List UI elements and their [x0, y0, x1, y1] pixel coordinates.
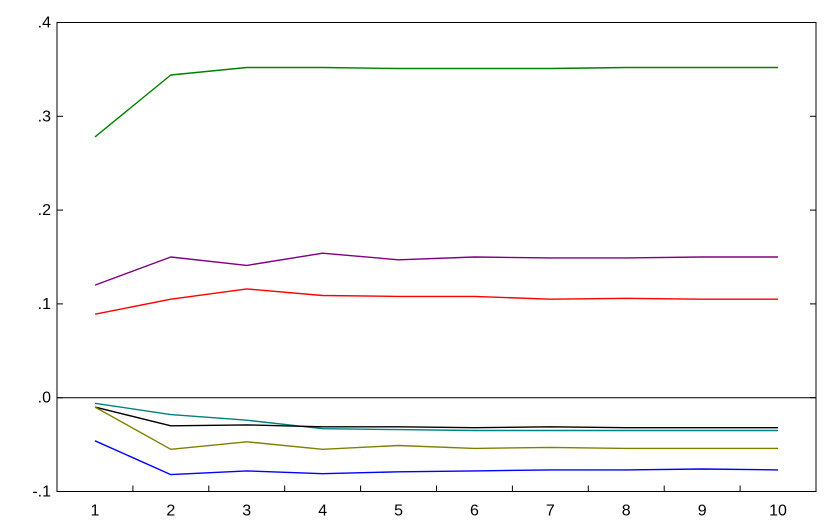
y-tick-label: .1	[38, 296, 51, 313]
series-line-1	[94, 66, 778, 138]
x-tick-label: 9	[698, 503, 707, 520]
y-tick-label: .2	[38, 202, 51, 219]
x-tick-label: 2	[166, 503, 175, 520]
y-axis-ticks: -.1 .0 .1 .2 .3 .4	[32, 15, 816, 501]
series-line-7	[94, 440, 779, 476]
y-tick-label: -.1	[32, 484, 51, 501]
x-tick-label: 1	[90, 503, 99, 520]
x-tick-label: 7	[546, 503, 555, 520]
series-line-4	[94, 402, 778, 432]
x-tick-label: 5	[394, 503, 403, 520]
series-lines	[94, 66, 779, 476]
series-line-5	[94, 406, 778, 429]
x-tick-label: 3	[242, 503, 251, 520]
y-tick-label: .3	[38, 108, 51, 125]
x-tick-label: 8	[622, 503, 631, 520]
x-tick-label: 4	[318, 503, 327, 520]
y-tick-label: .4	[38, 15, 51, 32]
series-line-6	[94, 406, 778, 450]
x-tick-label: 6	[470, 503, 479, 520]
series-line-2	[94, 252, 778, 286]
plot-frame	[56, 22, 817, 492]
x-tick-label: 10	[769, 503, 787, 520]
y-tick-label: .0	[38, 390, 51, 407]
series-line-3	[94, 288, 778, 315]
